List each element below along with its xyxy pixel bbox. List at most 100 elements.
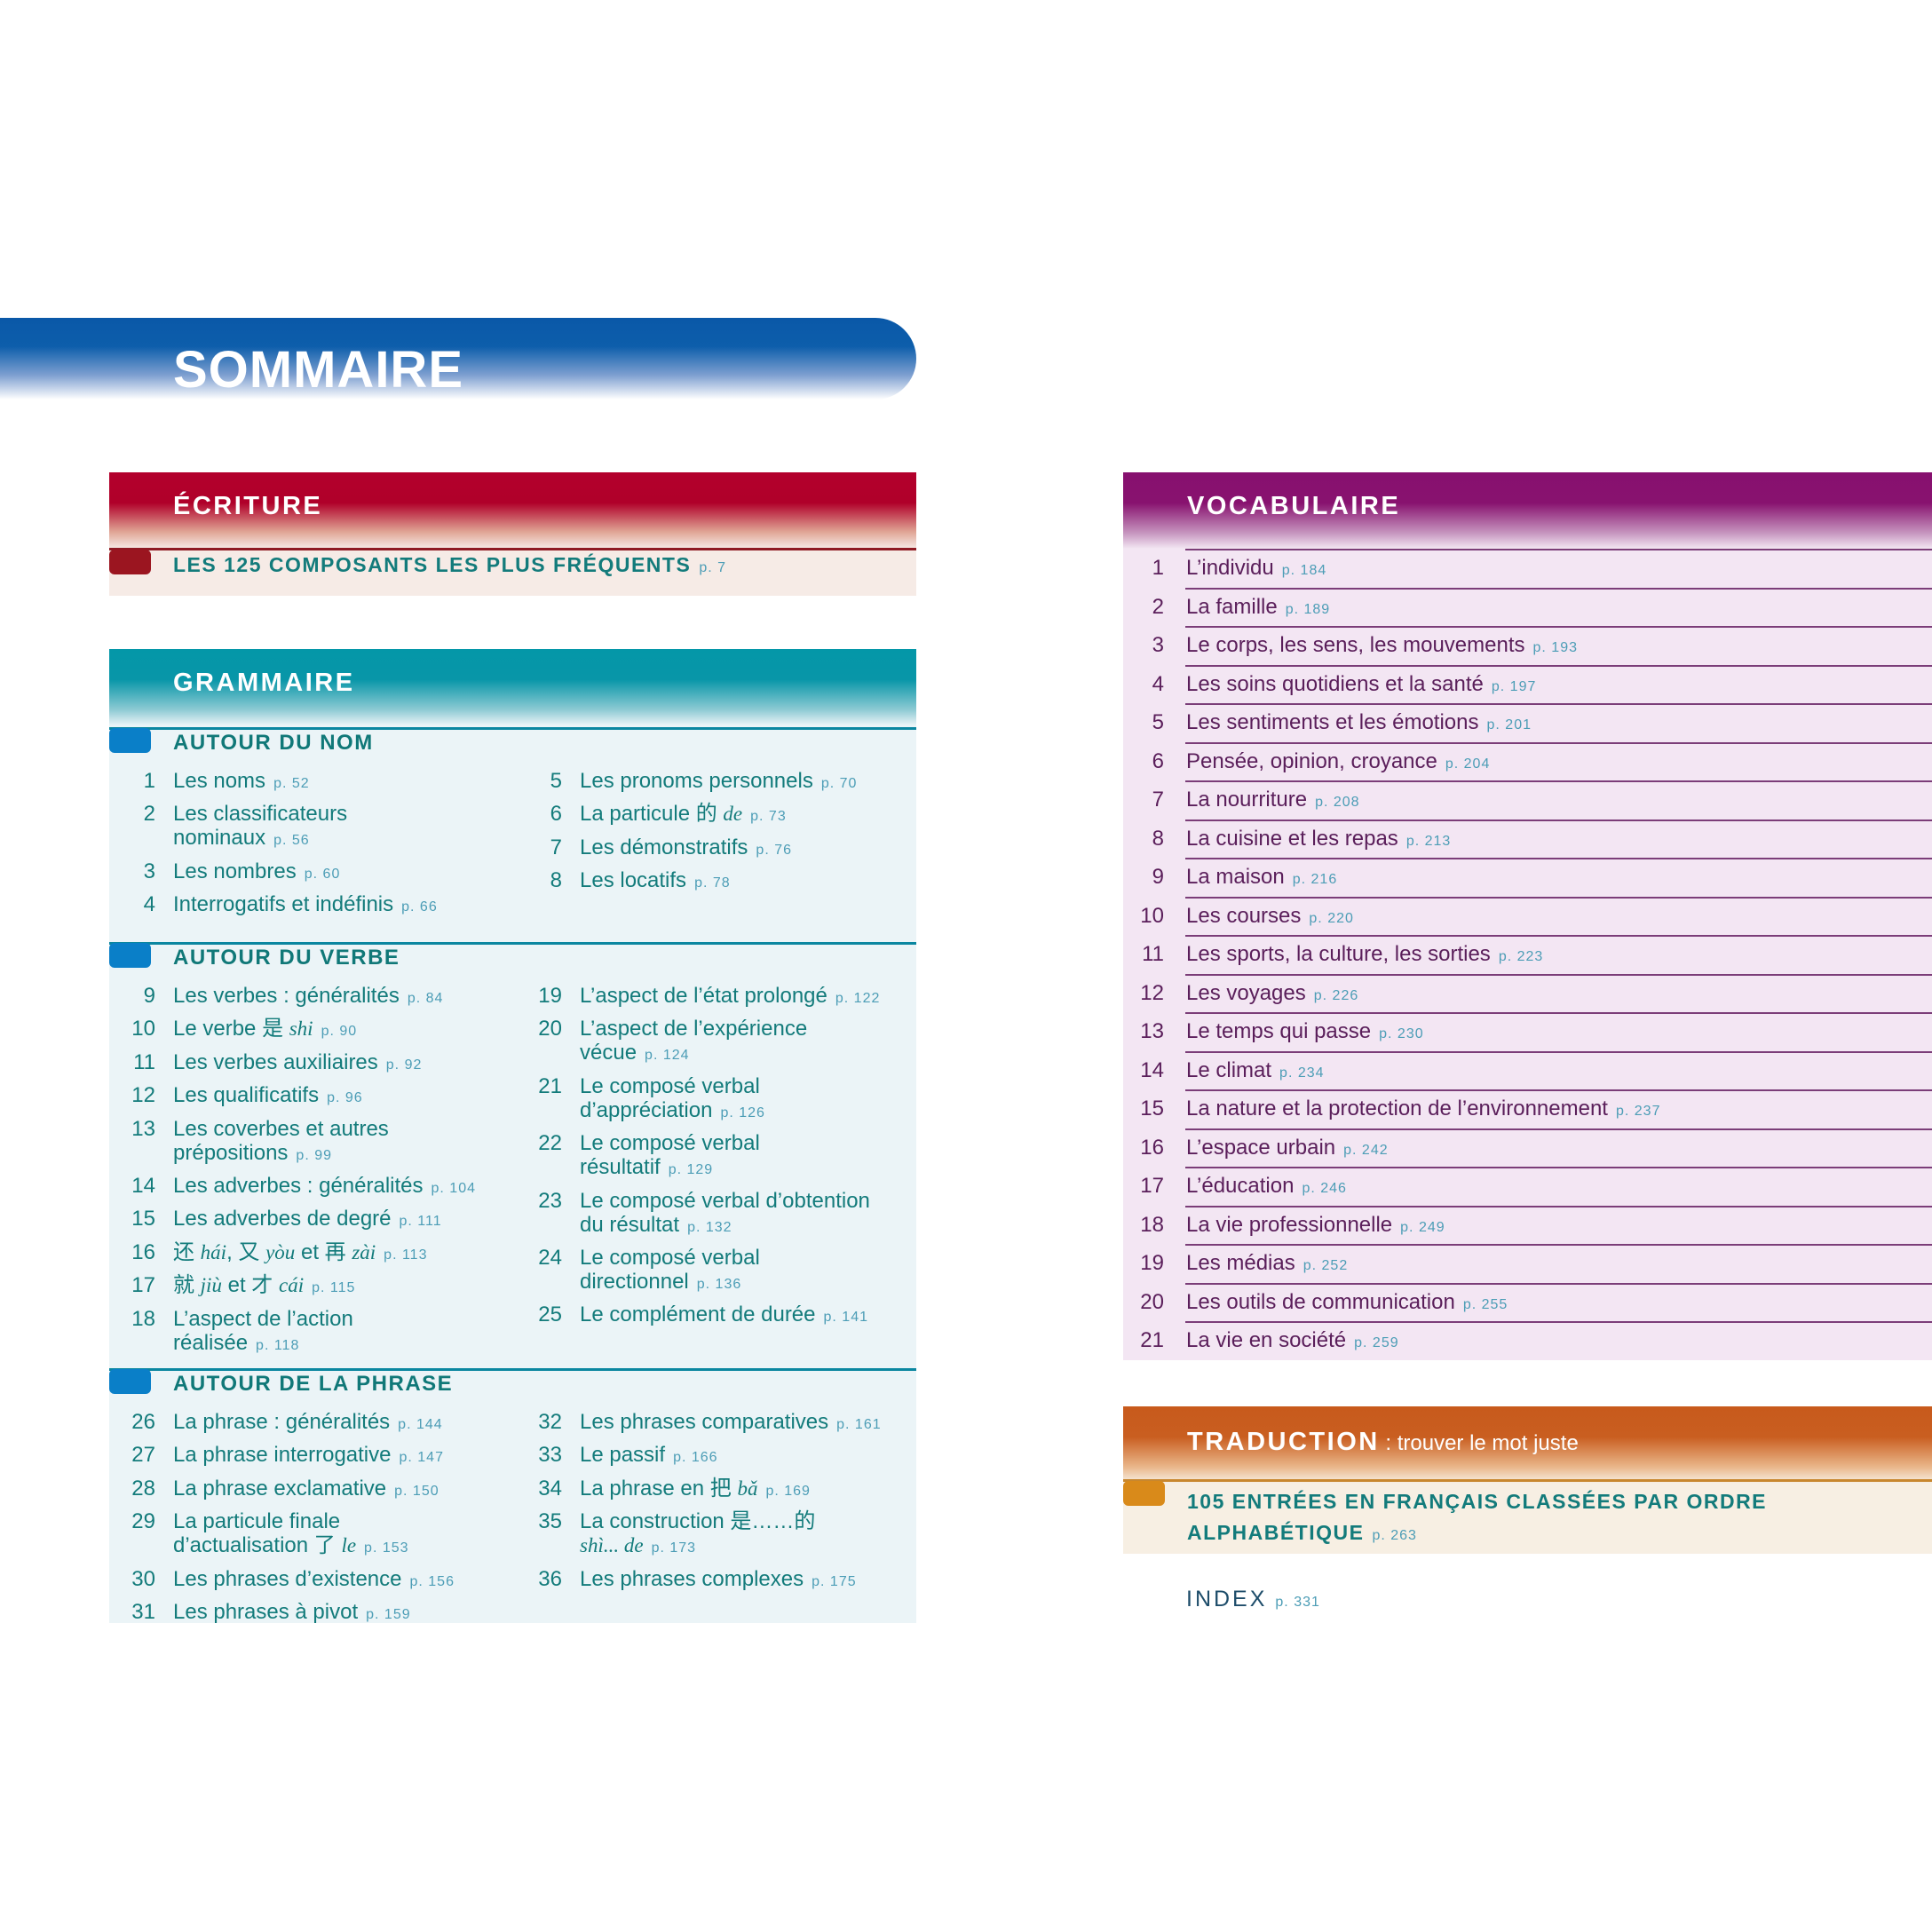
toc-entry[interactable]: 9 La maison p. 216	[1123, 858, 1932, 897]
entry-title: La phrase : généralités p. 144	[173, 1410, 443, 1437]
toc-entry[interactable]: 4 Les soins quotidiens et la santé p. 197	[1123, 664, 1932, 704]
toc-entry[interactable]: 1 Les noms p. 52	[109, 769, 500, 796]
toc-entry[interactable]: 23 Le composé verbal d’obtention du résul…	[516, 1189, 907, 1239]
toc-entry[interactable]: 10 Les courses p. 220	[1123, 896, 1932, 936]
toc-entry[interactable]: 15 La nature et la protection de l’enviro…	[1123, 1089, 1932, 1128]
toc-entry[interactable]: 16 L’espace urbain p. 242	[1123, 1128, 1932, 1168]
toc-entry[interactable]: 17 就 jiù et 才 cái p. 115	[109, 1273, 500, 1300]
toc-entry[interactable]: 14 Les adverbes : généralités p. 104	[109, 1174, 500, 1200]
page-ref: p. 197	[1491, 678, 1537, 694]
entry-text: L’éducation	[1186, 1174, 1295, 1198]
toc-entry[interactable]: 24 Le composé verbal directionnel p. 136	[516, 1246, 907, 1296]
page-ref: p. 259	[1354, 1335, 1399, 1350]
entry-text: Le complément de durée	[580, 1303, 816, 1327]
entry-number: 24	[538, 1245, 562, 1270]
entry-number: 7	[550, 835, 562, 859]
entry-number: 21	[538, 1073, 562, 1098]
toc-entry[interactable]: 27 La phrase interrogative p. 147	[109, 1443, 500, 1469]
toc-entry[interactable]: 4 Interrogatifs et indéfinis p. 66	[109, 892, 500, 919]
toc-entry[interactable]: 29 La particule finale d’actualisation 了 …	[109, 1509, 500, 1560]
entry-text: Les médias	[1186, 1251, 1295, 1275]
toc-entry[interactable]: 26 La phrase : généralités p. 144	[109, 1410, 500, 1437]
toc-entry[interactable]: 18 L’aspect de l’action réalisée p. 118	[109, 1307, 500, 1358]
entry-text: Le climat	[1186, 1057, 1272, 1082]
toc-entry[interactable]: 20 Les outils de communication p. 255	[1123, 1282, 1932, 1322]
entry-title-line1: 105 ENTRÉES EN FRANÇAIS CLASSÉES PAR ORD…	[1187, 1490, 1768, 1513]
toc-entry[interactable]: 17 L’éducation p. 246	[1123, 1167, 1932, 1206]
toc-entry[interactable]: 13 Le temps qui passe p. 230	[1123, 1012, 1932, 1051]
toc-entry[interactable]: 3 Les nombres p. 60	[109, 859, 500, 886]
toc-entry[interactable]: 13 Les coverbes et autres prépositions p. …	[109, 1117, 500, 1168]
entry-title: L’aspect de l’état prolongé p. 122	[580, 984, 880, 1010]
toc-entry[interactable]: 8 Les locatifs p. 78	[516, 868, 907, 895]
toc-entry[interactable]: 20 L’aspect de l’expérience vécue p. 124	[516, 1017, 907, 1067]
toc-entry[interactable]: 28 La phrase exclamative p. 150	[109, 1477, 500, 1503]
toc-entry-index[interactable]: INDEX p. 331	[1186, 1587, 1320, 1612]
entry-text: Les voyages	[1186, 980, 1306, 1005]
toc-entry[interactable]: 36 Les phrases complexes p. 175	[516, 1567, 907, 1594]
toc-entry[interactable]: 105 ENTRÉES EN FRANÇAIS CLASSÉES PAR ORD…	[1187, 1486, 1767, 1551]
toc-entry[interactable]: 16 还 hái, 又 yòu et 再 zài p. 113	[109, 1240, 500, 1267]
entry-title: Les verbes : généralités p. 84	[173, 984, 443, 1010]
toc-entry[interactable]: 15 Les adverbes de degré p. 111	[109, 1207, 500, 1233]
toc-entry[interactable]: 25 Le complément de durée p. 141	[516, 1303, 907, 1329]
toc-entry[interactable]: 10 Le verbe 是 shi p. 90	[109, 1017, 500, 1043]
toc-entry[interactable]: 21 La vie en société p. 259	[1123, 1321, 1932, 1360]
toc-entry[interactable]: 34 La phrase en 把 bǎ p. 169	[516, 1477, 907, 1503]
entry-title: La vie en société p. 259	[1186, 1321, 1399, 1363]
entry-title: Les adverbes : généralités p. 104	[173, 1174, 476, 1200]
toc-entry[interactable]: 2 La famille p. 189	[1123, 587, 1932, 629]
toc-entry[interactable]: 2 Les classificateurs nominaux p. 56	[109, 802, 500, 852]
entry-text: Le verbe 是	[173, 1017, 289, 1041]
toc-entry[interactable]: LES 125 COMPOSANTS LES PLUS FRÉQUENTS p. …	[173, 553, 726, 577]
toc-entry[interactable]: 30 Les phrases d’existence p. 156	[109, 1567, 500, 1594]
entry-title: La famille p. 189	[1186, 588, 1330, 629]
entry-title: La maison p. 216	[1186, 858, 1337, 899]
toc-entry[interactable]: 21 Le composé verbal d’appréciation p. 126	[516, 1074, 907, 1125]
page-ref: p. 249	[1400, 1219, 1445, 1235]
entry-title: La phrase exclamative p. 150	[173, 1477, 439, 1503]
toc-entry[interactable]: 3 Le corps, les sens, les mouvements p. 19…	[1123, 626, 1932, 665]
toc-entry[interactable]: 9 Les verbes : généralités p. 84	[109, 984, 500, 1010]
page-ref: p. 52	[273, 776, 310, 791]
divider	[1185, 1167, 1932, 1168]
toc-entry[interactable]: 7 Les démonstratifs p. 76	[516, 835, 907, 862]
toc-entry[interactable]: 19 L’aspect de l’état prolongé p. 122	[516, 984, 907, 1010]
toc-entry[interactable]: 6 La particule 的 de p. 73	[516, 802, 907, 828]
toc-entry[interactable]: 35 La construction 是……的 shì... de p. 173	[516, 1509, 907, 1560]
toc-entry[interactable]: 5 Les pronoms personnels p. 70	[516, 769, 907, 796]
entry-title: Les classificateurs nominaux p. 56	[173, 802, 347, 852]
entry-number: 2	[143, 802, 155, 827]
toc-entry[interactable]: 19 Les médias p. 252	[1123, 1244, 1932, 1283]
toc-entry[interactable]: 7 La nourriture p. 208	[1123, 780, 1932, 820]
toc-entry[interactable]: 22 Le composé verbal résultatif p. 129	[516, 1131, 907, 1182]
page-ref: p. 73	[750, 809, 787, 825]
entry-text: et 才	[221, 1273, 279, 1298]
entry-title: Interrogatifs et indéfinis p. 66	[173, 892, 438, 919]
entry-title: Les nombres p. 60	[173, 859, 340, 886]
entry-number: 22	[538, 1131, 562, 1156]
page-ref: p. 66	[401, 899, 438, 915]
toc-entry[interactable]: 12 Les qualificatifs p. 96	[109, 1083, 500, 1110]
toc-entry[interactable]: 12 Les voyages p. 226	[1123, 973, 1932, 1013]
section-title: TRADUCTION : trouver le mot juste	[1187, 1428, 1579, 1457]
toc-entry[interactable]: 5 Les sentiments et les émotions p. 201	[1123, 703, 1932, 742]
toc-entry[interactable]: 11 Les verbes auxiliaires p. 92	[109, 1050, 500, 1077]
entry-text: La construction 是……的	[580, 1509, 816, 1534]
page-ref: p. 156	[409, 1573, 455, 1589]
toc-entry[interactable]: 14 Le climat p. 234	[1123, 1050, 1932, 1090]
entry-text: , 又	[226, 1239, 266, 1264]
toc-entry[interactable]: 31 Les phrases à pivot p. 159	[109, 1600, 500, 1627]
toc-entry[interactable]: 32 Les phrases comparatives p. 161	[516, 1410, 907, 1437]
entry-title: Pensée, opinion, croyance p. 204	[1186, 742, 1490, 784]
toc-entry[interactable]: 6 Pensée, opinion, croyance p. 204	[1123, 741, 1932, 784]
toc-entry[interactable]: 33 Le passif p. 166	[516, 1443, 907, 1469]
page-ref: p. 226	[1313, 987, 1359, 1003]
page-ref: p. 255	[1462, 1296, 1508, 1312]
entry-title: Les adverbes de degré p. 111	[173, 1207, 442, 1233]
divider	[1185, 703, 1932, 705]
toc-entry[interactable]: 18 La vie professionnelle p. 249	[1123, 1205, 1932, 1245]
toc-entry[interactable]: 11 Les sports, la culture, les sorties p. …	[1123, 935, 1932, 974]
toc-entry[interactable]: 1 L’individu p. 184	[1123, 549, 1932, 588]
toc-entry[interactable]: 8 La cuisine et les repas p. 213	[1123, 819, 1932, 859]
